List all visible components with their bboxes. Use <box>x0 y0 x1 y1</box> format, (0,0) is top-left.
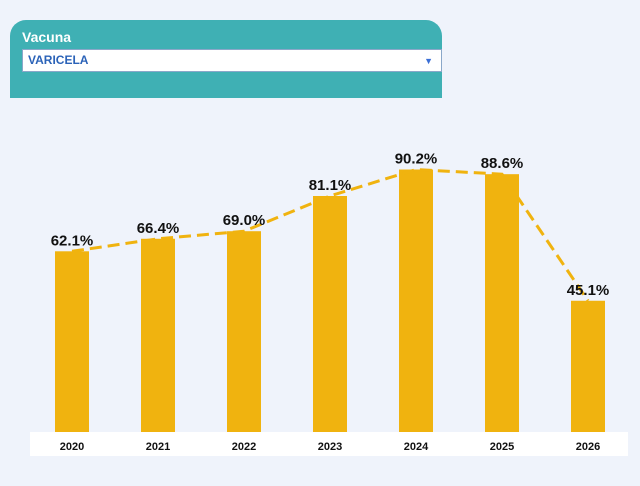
x-tick-label-2021: 2021 <box>146 441 170 453</box>
x-tick-label-2026: 2026 <box>576 441 600 453</box>
bar-2024[interactable] <box>399 169 433 432</box>
data-label-2023: 81.1% <box>309 177 352 194</box>
bar-2025[interactable] <box>485 174 519 432</box>
trend-line <box>71 168 590 302</box>
bar-2026[interactable] <box>571 300 605 432</box>
chevron-down-icon[interactable]: ▼ <box>424 56 433 66</box>
data-label-2026: 45.1% <box>567 282 610 299</box>
x-tick-label-2025: 2025 <box>490 441 514 453</box>
vaccine-filter-card: Vacuna VARICELA ▼ <box>10 20 442 98</box>
data-label-2021: 66.4% <box>137 220 180 237</box>
data-label-2020: 62.1% <box>51 232 94 249</box>
x-axis-band <box>30 432 628 456</box>
bar-2021[interactable] <box>141 238 175 432</box>
x-tick-label-2023: 2023 <box>318 441 342 453</box>
bar-2022[interactable] <box>227 231 261 432</box>
vaccine-filter-label: Vacuna <box>22 29 72 45</box>
bar-2020[interactable] <box>55 251 89 432</box>
x-tick-label-2020: 2020 <box>60 441 84 453</box>
data-label-2022: 69.0% <box>223 212 266 229</box>
data-label-2024: 90.2% <box>395 151 438 168</box>
x-tick-label-2022: 2022 <box>232 441 256 453</box>
vaccine-select-value: VARICELA <box>28 53 89 67</box>
x-tick-label-2024: 2024 <box>404 441 429 453</box>
data-label-2025: 88.6% <box>481 155 524 172</box>
bar-2023[interactable] <box>313 195 347 432</box>
vaccine-select[interactable]: VARICELA ▼ <box>22 49 442 72</box>
